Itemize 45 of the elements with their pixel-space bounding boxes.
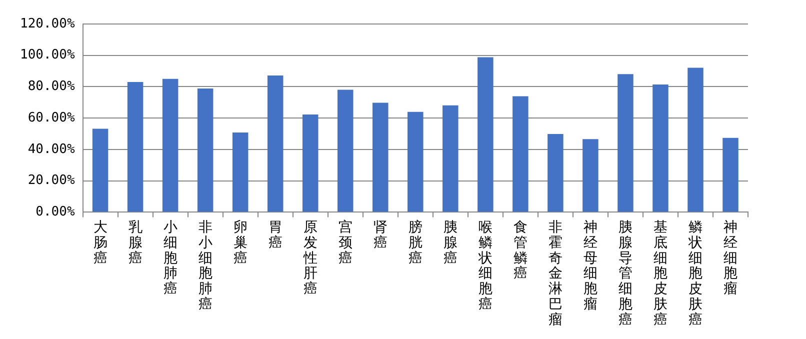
bar xyxy=(512,96,528,212)
x-tick-label: 胃癌 xyxy=(268,220,282,251)
x-tick-label: 乳腺癌 xyxy=(128,220,142,266)
y-tick-label: 40.00% xyxy=(28,142,75,157)
bar xyxy=(722,138,738,212)
x-tick-label: 原发性肝癌 xyxy=(302,220,318,298)
y-tick-label: 20.00% xyxy=(28,173,75,188)
bar xyxy=(232,132,248,212)
bar xyxy=(267,75,284,212)
bar xyxy=(408,112,424,212)
x-tick-label: 神经细胞瘤 xyxy=(723,220,738,298)
x-tick-label: 宫颈癌 xyxy=(338,220,352,266)
y-tick-label: 80.00% xyxy=(28,79,75,94)
x-tick-label: 肾癌 xyxy=(373,220,388,251)
y-tick-label: 120.00% xyxy=(20,16,75,32)
x-tick-label: 膀胱癌 xyxy=(408,220,422,266)
x-tick-label: 鳞状细胞皮肤癌 xyxy=(687,220,702,328)
bar xyxy=(302,114,318,212)
x-tick-label: 基底细胞皮肤癌 xyxy=(653,220,668,328)
x-tick-label: 卵巢癌 xyxy=(233,220,248,266)
bar xyxy=(618,74,634,212)
x-tick-label: 胰腺癌 xyxy=(443,220,458,266)
bar xyxy=(442,105,458,212)
bar xyxy=(688,68,704,212)
x-tick-label: 喉鳞状细胞癌 xyxy=(477,220,492,313)
y-tick-label: 0.00% xyxy=(36,204,75,220)
bar xyxy=(478,57,494,212)
y-tick-label: 100.00% xyxy=(20,48,75,63)
y-tick-label: 60.00% xyxy=(28,110,75,126)
bar xyxy=(548,134,564,212)
bar xyxy=(162,78,178,212)
x-tick-label: 小细胞肺癌 xyxy=(163,220,178,298)
bar xyxy=(337,90,354,212)
bar xyxy=(197,88,214,212)
bar xyxy=(127,82,144,212)
bar xyxy=(582,139,598,212)
x-tick-label: 大肠癌 xyxy=(93,220,108,266)
x-tick-label: 胰腺导管细胞癌 xyxy=(618,220,632,328)
x-tick-label: 神经母细胞瘤 xyxy=(583,220,598,313)
x-tick-label: 非小细胞肺癌 xyxy=(198,220,212,313)
x-tick-label: 非霍奇金淋巴瘤 xyxy=(548,220,562,328)
bar xyxy=(92,128,108,212)
bar xyxy=(372,102,388,212)
bar xyxy=(652,84,668,212)
x-tick-label: 食管鳞癌 xyxy=(513,220,528,282)
